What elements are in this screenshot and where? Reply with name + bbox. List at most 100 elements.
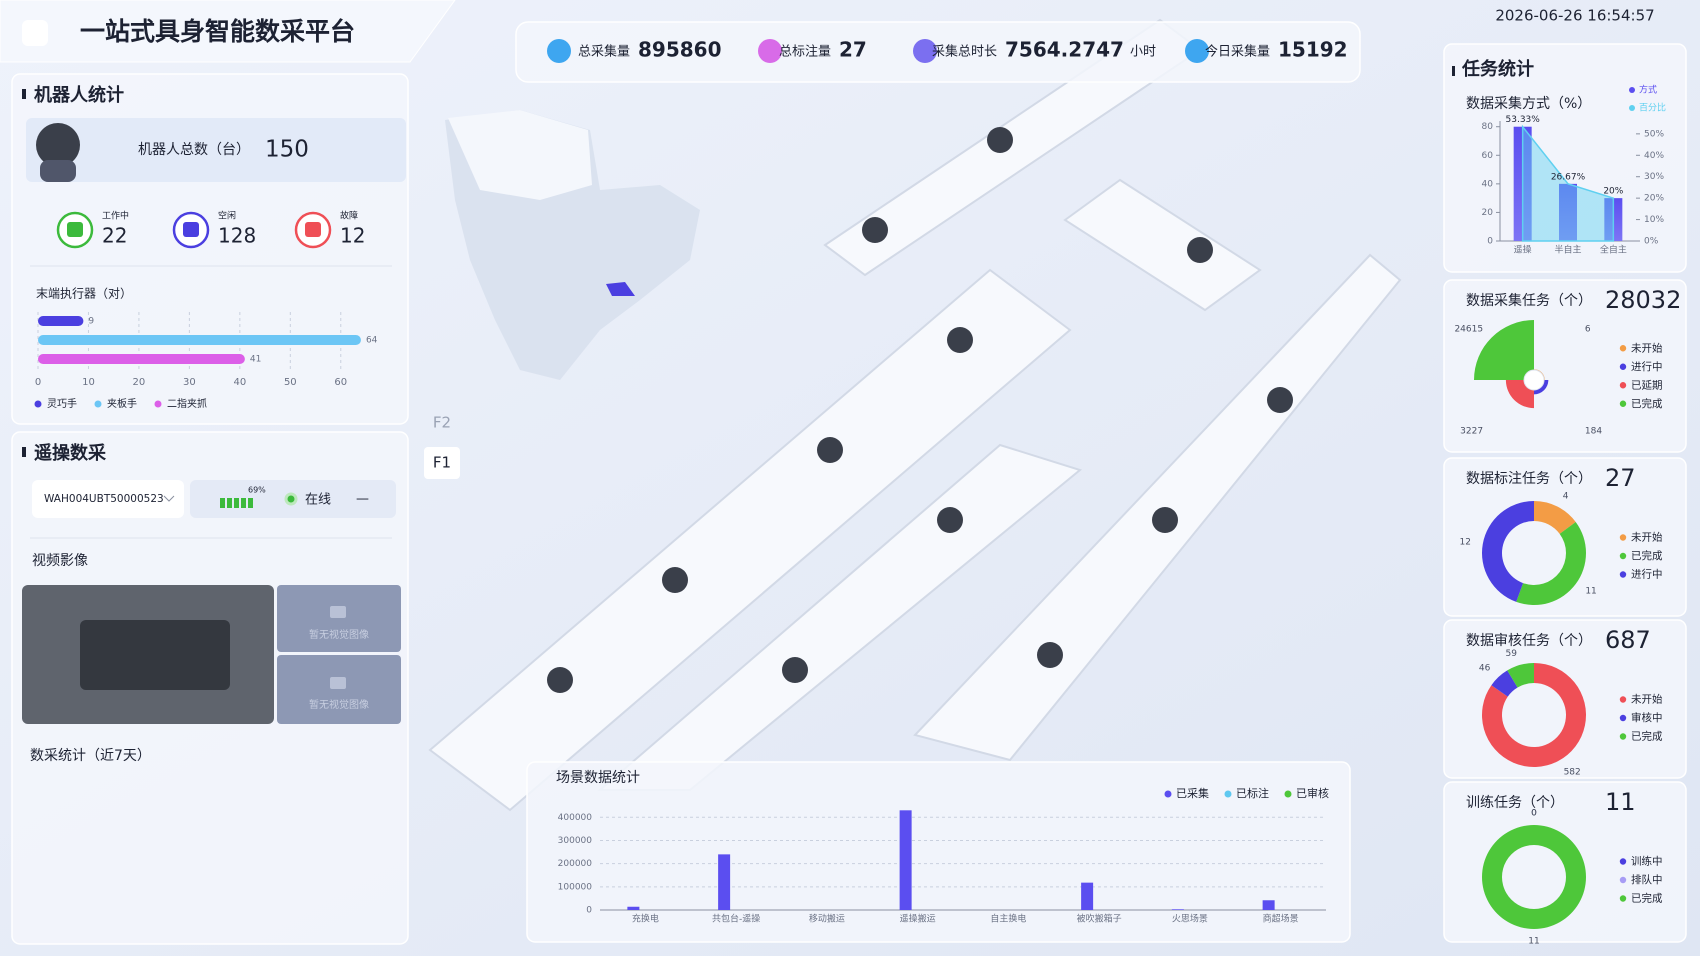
slice [1482, 663, 1586, 767]
summary-label: 采集总时长 [932, 44, 997, 60]
x-tick-label: 10 [82, 377, 95, 388]
battery-cell [227, 498, 232, 508]
total-value: 150 [265, 137, 309, 163]
legend-label: 已标注 [1236, 786, 1269, 800]
battery-label: 69% [248, 486, 266, 495]
device-select[interactable] [32, 480, 184, 518]
bar [1081, 882, 1094, 910]
legend-dot [1619, 571, 1627, 578]
slice-label: 3227 [1460, 426, 1483, 436]
robot-marker [1152, 507, 1178, 533]
legend-dot [1224, 790, 1232, 798]
region-highlight [448, 110, 592, 200]
slice [1491, 670, 1518, 697]
legend-label: 方式 [1639, 84, 1657, 96]
y-tick-label: 20 [1482, 208, 1494, 218]
summary-icon [1185, 39, 1209, 63]
bar [38, 335, 361, 345]
x-tick-label: 全自主 [1600, 244, 1627, 256]
floor-button[interactable]: F2 [433, 414, 451, 432]
y-tick-label: 80 [1482, 122, 1494, 132]
card-total: 27 [1605, 464, 1636, 492]
state-icon-inner [67, 222, 83, 237]
legend-label: 排队中 [1631, 873, 1663, 886]
slice [1516, 521, 1587, 605]
panel-title: 任务统计 [1461, 58, 1534, 80]
bar-label: 64 [366, 336, 378, 346]
legend-dot [1619, 363, 1627, 370]
y-tick-label: 300000 [558, 836, 593, 846]
x-tick-label: 30 [183, 377, 196, 388]
device-id: WAH004UBT50000523 [44, 493, 164, 505]
x-tick-label: 自主换电 [990, 913, 1026, 925]
card-title: 数据采集任务（个） [1466, 292, 1592, 309]
summary-icon [758, 39, 782, 63]
summary-value: 7564.2747 [1005, 38, 1124, 62]
state-label: 空闲 [218, 210, 236, 222]
legend-dot [1619, 733, 1627, 740]
slice-label: 0 [1531, 809, 1537, 819]
legend-label: 未开始 [1631, 531, 1663, 544]
legend-dot [34, 400, 42, 408]
chart-title: 末端执行器（对） [36, 287, 132, 301]
legend-label: 已延期 [1631, 379, 1663, 391]
bar [38, 354, 245, 364]
card-total: 687 [1605, 626, 1651, 654]
battery-cell [234, 498, 239, 508]
legend-dot [1619, 714, 1627, 722]
x-tick-label: 20 [133, 377, 146, 388]
robot-marker [1037, 642, 1063, 668]
floor-active-bg [424, 447, 460, 479]
legend-label: 已完成 [1631, 397, 1663, 410]
y2-tick-label: 50% [1644, 129, 1664, 139]
legend-label: 已审核 [1296, 786, 1329, 800]
legend-label: 进行中 [1631, 568, 1663, 581]
legend-label: 审核中 [1631, 711, 1663, 724]
no-video: 暂无视觉图像 [309, 698, 369, 711]
legend-label: 未开始 [1631, 693, 1663, 706]
bar [899, 810, 912, 910]
building-block [913, 253, 1402, 762]
robot-avatar-body [40, 160, 76, 182]
x-tick-label: 半自主 [1554, 244, 1581, 256]
x-tick-label: 40 [233, 377, 246, 388]
logo [22, 20, 48, 46]
slice-label: 4 [1563, 491, 1569, 501]
header-bg [0, 0, 456, 63]
legend-dot [1619, 400, 1627, 407]
x-tick-label: 火思场景 [1172, 914, 1208, 925]
bar-label: 41 [250, 355, 261, 365]
x-tick-label: 50 [284, 377, 297, 388]
card-total: 11 [1605, 788, 1636, 816]
y-tick-label: 0 [586, 906, 592, 916]
legend-dot [1619, 345, 1627, 352]
online-status: 在线 [305, 493, 331, 508]
total-box [26, 118, 406, 182]
value-label: 20% [1603, 187, 1623, 197]
legend-label: 百分比 [1639, 102, 1666, 114]
floor-button[interactable]: F1 [433, 454, 451, 472]
x-tick-label: 0 [35, 377, 41, 388]
x-tick-label: 移动搬运 [809, 913, 845, 925]
chart-title: 场景数据统计 [556, 770, 640, 786]
page-title: 一站式具身智能数采平台 [80, 17, 355, 46]
value-label: 26.67% [1551, 172, 1586, 182]
chart-title: 数据采集方式（%） [1466, 95, 1591, 112]
bar-label: 9 [88, 317, 94, 327]
slice [1474, 320, 1534, 380]
summary-label: 今日采集量 [1205, 44, 1270, 60]
legend-label: 未开始 [1631, 341, 1663, 354]
y-tick-label: 60 [1482, 151, 1494, 161]
state-label: 故障 [340, 210, 358, 222]
slice [1482, 501, 1534, 602]
title-mark [22, 447, 26, 457]
action[interactable]: — [356, 492, 369, 507]
summary-icon [547, 39, 571, 63]
state-label: 工作中 [102, 210, 129, 222]
robot-marker [937, 507, 963, 533]
robot-marker [547, 667, 573, 693]
region-selected [606, 282, 635, 296]
legend-label: 二指夹抓 [167, 397, 207, 410]
camera-icon [330, 677, 346, 689]
